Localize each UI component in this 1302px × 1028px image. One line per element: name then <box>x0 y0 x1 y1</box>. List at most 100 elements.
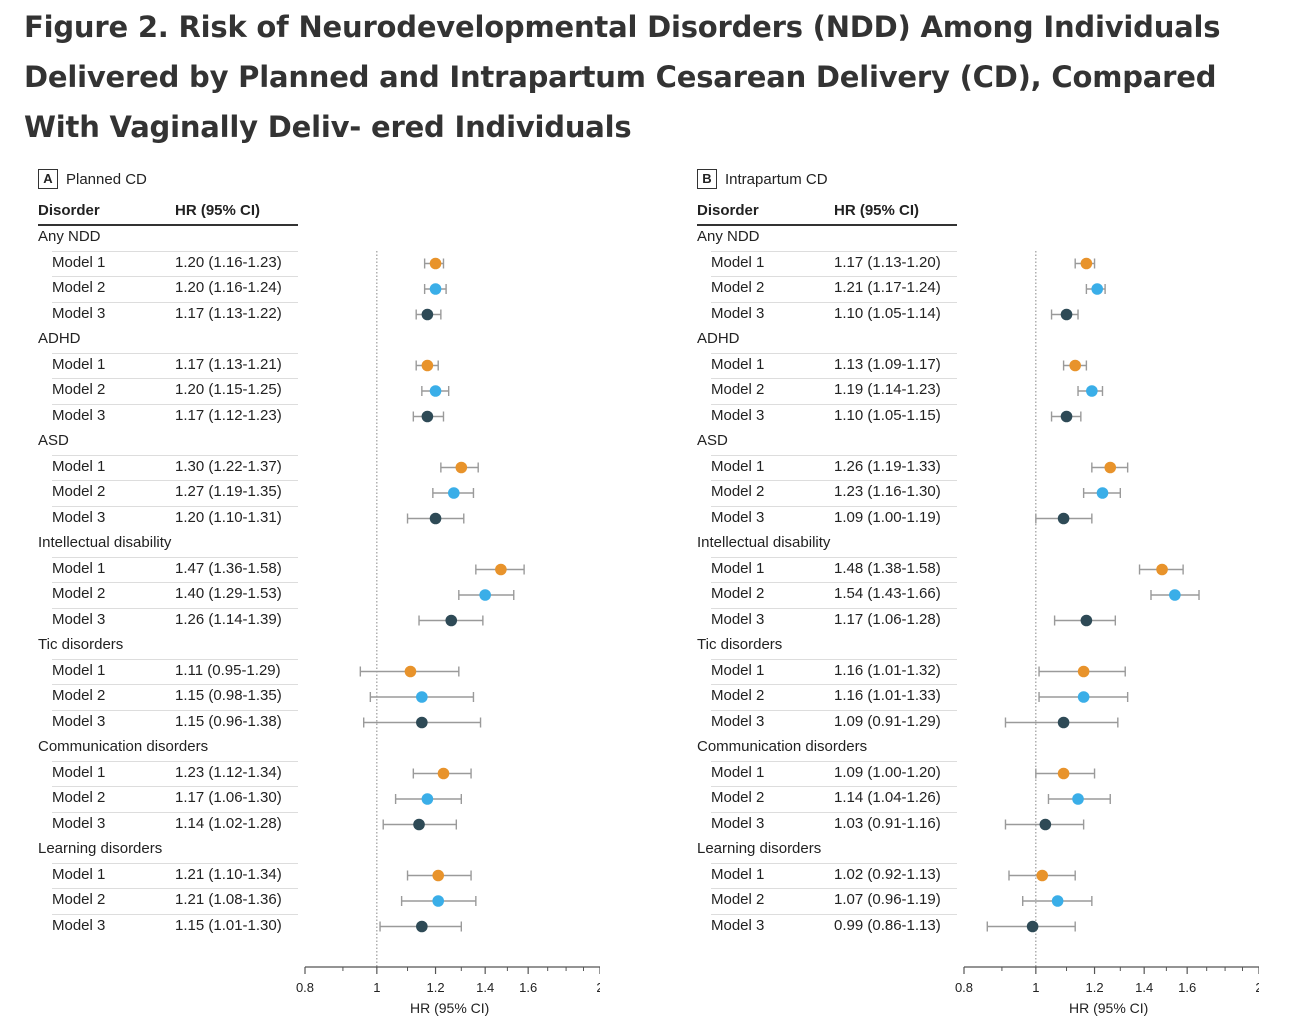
hr-point <box>404 665 417 678</box>
x-tick-label: 1.6 <box>519 980 537 995</box>
hr-value: 1.17 (1.13-1.21) <box>175 355 282 373</box>
disorder-group-label: Communication disorders <box>38 738 209 755</box>
figure-title: Figure 2. Risk of Neurodevelopmental Dis… <box>24 10 1221 144</box>
model-label: Model 1 <box>52 253 106 271</box>
disorder-group-label: Any NDD <box>697 228 760 245</box>
disorder-group-label: ASD <box>38 432 69 449</box>
hr-point <box>1057 767 1070 780</box>
hr-value: 1.16 (1.01-1.33) <box>834 687 941 704</box>
row-divider <box>711 301 957 303</box>
hr-value: 1.09 (1.00-1.20) <box>834 763 941 781</box>
row-divider <box>52 301 298 303</box>
hr-point <box>437 767 450 780</box>
hr-point <box>1096 487 1109 499</box>
hr-value: 1.20 (1.16-1.23) <box>175 253 282 271</box>
hr-value: 1.13 (1.09-1.17) <box>834 355 941 373</box>
hr-value: 1.48 (1.38-1.58) <box>834 559 941 577</box>
model-label: Model 3 <box>52 406 106 424</box>
hr-point <box>1080 614 1093 627</box>
panel-title: Intrapartum CD <box>725 170 828 188</box>
hr-point <box>1156 563 1168 576</box>
model-label: Model 1 <box>52 661 106 679</box>
hr-value: 1.14 (1.04-1.26) <box>834 789 941 806</box>
model-label: Model 1 <box>711 661 765 679</box>
row-divider <box>52 352 298 354</box>
model-label: Model 2 <box>52 279 106 296</box>
hr-point <box>429 385 442 397</box>
forest-plot: 0.8 1 1.2 1.4 1.6 2 <box>955 251 1259 995</box>
panel-title: Planned CD <box>66 170 147 188</box>
hr-value: 1.02 (0.92-1.13) <box>834 865 941 883</box>
disorder-group-label: Any NDD <box>38 228 101 245</box>
hr-point <box>1060 308 1073 321</box>
model-label: Model 1 <box>52 457 106 475</box>
x-tick-label: 1.2 <box>1086 980 1104 995</box>
model-label: Model 3 <box>711 916 765 934</box>
x-tick-label: 1 <box>373 980 380 995</box>
hr-value: 1.07 (0.96-1.19) <box>834 891 941 908</box>
model-label: Model 2 <box>711 381 765 398</box>
row-divider <box>711 684 957 685</box>
model-label: Model 1 <box>711 253 765 271</box>
hr-value: 1.10 (1.05-1.14) <box>834 304 941 322</box>
row-divider <box>711 276 957 277</box>
hr-point <box>429 283 442 295</box>
hr-point <box>1077 691 1090 703</box>
row-divider <box>711 811 957 813</box>
row-divider <box>711 582 957 583</box>
column-header-disorder: Disorder <box>38 202 100 219</box>
row-divider <box>52 913 298 915</box>
row-divider <box>711 352 957 354</box>
hr-point <box>1104 461 1117 474</box>
hr-point <box>1051 895 1064 907</box>
row-divider <box>711 403 957 405</box>
column-header-hr: HR (95% CI) <box>175 202 261 219</box>
model-label: Model 2 <box>52 789 106 806</box>
hr-point <box>416 716 428 729</box>
hr-point <box>1077 665 1090 678</box>
hr-value: 1.21 (1.08-1.36) <box>175 891 282 908</box>
hr-value: 1.10 (1.05-1.15) <box>834 406 941 424</box>
row-divider <box>52 250 298 252</box>
row-divider <box>52 582 298 583</box>
hr-point <box>1060 410 1073 423</box>
hr-point <box>1026 920 1039 933</box>
disorder-group-label: Tic disorders <box>38 636 124 653</box>
row-divider <box>711 709 957 711</box>
row-divider <box>711 888 957 889</box>
row-divider <box>52 607 298 609</box>
disorder-group-label: ADHD <box>697 330 740 347</box>
hr-value: 1.17 (1.06-1.30) <box>175 789 282 806</box>
model-label: Model 1 <box>711 763 765 781</box>
panel-a-header: A Planned CD <box>38 168 147 190</box>
disorder-group-label: ADHD <box>38 330 81 347</box>
column-header-hr: HR (95% CI) <box>834 202 920 219</box>
model-label: Model 1 <box>52 559 106 577</box>
panel-a: A Planned CD Disorder HR (95% CI) Any ND… <box>0 165 600 1025</box>
model-label: Model 1 <box>711 457 765 475</box>
x-tick-label: 2 <box>1255 980 1259 995</box>
model-label: Model 3 <box>52 304 106 322</box>
hr-value: 1.11 (0.95-1.29) <box>175 661 281 679</box>
x-axis-label: HR (95% CI) <box>1069 1000 1149 1016</box>
model-label: Model 2 <box>52 687 106 704</box>
model-label: Model 2 <box>711 789 765 806</box>
row-divider <box>711 505 957 507</box>
hr-value: 1.20 (1.10-1.31) <box>175 508 282 526</box>
hr-point <box>1072 793 1084 805</box>
row-divider <box>711 786 957 787</box>
row-divider <box>52 684 298 685</box>
row-divider <box>711 607 957 609</box>
disorder-group-label: Learning disorders <box>38 840 163 857</box>
hr-value: 1.17 (1.12-1.23) <box>175 406 282 424</box>
row-divider <box>711 250 957 252</box>
hr-point <box>1080 257 1093 270</box>
hr-point <box>479 589 491 601</box>
hr-value: 0.99 (0.86-1.13) <box>834 916 941 934</box>
row-divider <box>52 276 298 277</box>
panel-b: B Intrapartum CD Disorder HR (95% CI) An… <box>659 165 1259 1025</box>
row-divider <box>52 454 298 456</box>
panel-b-header: B Intrapartum CD <box>697 168 828 190</box>
model-label: Model 1 <box>711 559 765 577</box>
hr-value: 1.54 (1.43-1.66) <box>834 585 941 602</box>
